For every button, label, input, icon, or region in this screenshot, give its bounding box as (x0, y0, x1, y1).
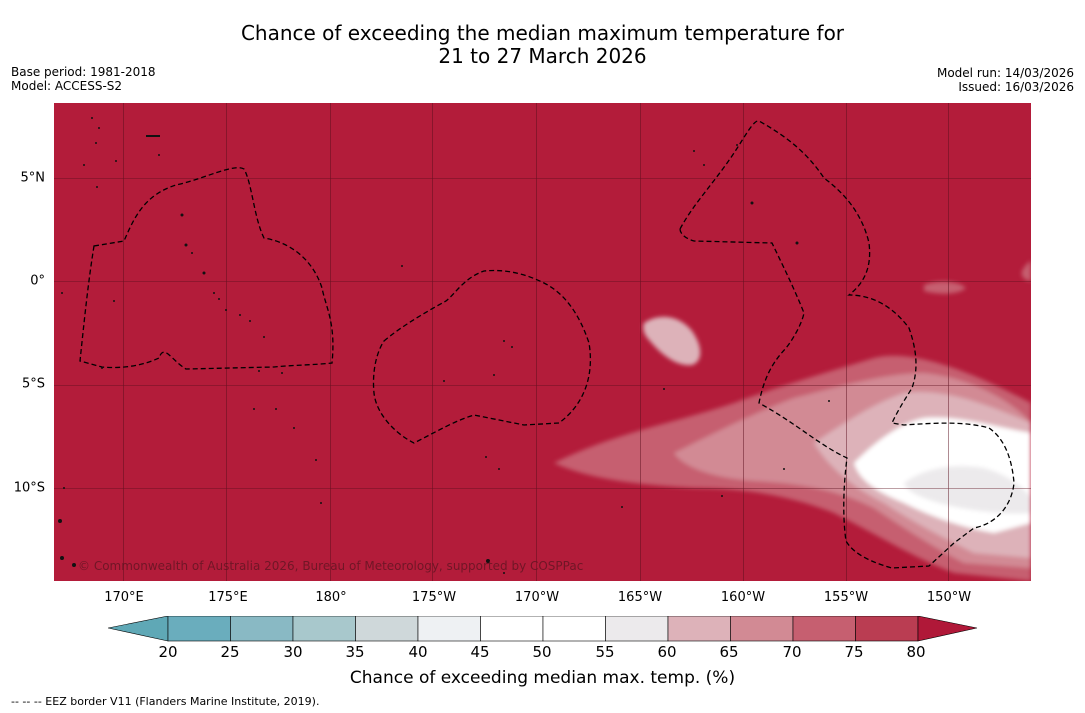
colorbar-tick: 40 (408, 643, 428, 661)
lat-label-5n: 5°N (20, 170, 46, 186)
colorbar-cell (792, 616, 856, 642)
eez-kiribati-line (679, 120, 1015, 569)
colorbar-cell (292, 616, 356, 642)
colorbar-tick: 70 (782, 643, 802, 661)
meta-right: Model run: 14/03/2026 Issued: 16/03/2026 (937, 66, 1074, 94)
colorbar-cell (730, 616, 794, 642)
shade-island-60 (643, 316, 701, 366)
meta-left: Base period: 1981-2018 Model: ACCESS-S2 (11, 65, 156, 93)
colorbar-tick: 25 (220, 643, 240, 661)
colorbar-cell (855, 616, 919, 642)
title-line-1: Chance of exceeding the median maximum t… (240, 21, 845, 45)
lon-label-155w: 155°W (823, 590, 869, 605)
colorbar-tick: 35 (345, 643, 365, 661)
shade-island-70 (924, 281, 966, 294)
colorbar-tick: 80 (906, 643, 926, 661)
eez-kiribati-gilbert (79, 167, 334, 370)
colorbar-tick: 30 (283, 643, 303, 661)
lon-label-175w: 175°W (411, 590, 457, 605)
lon-label-170e: 170°E (104, 590, 144, 605)
lon-label-180: 180° (315, 590, 347, 605)
colorbar-tick: 60 (657, 643, 677, 661)
lat-label-0: 0° (30, 273, 45, 289)
eez-borders (79, 120, 1015, 569)
colorbar-extend-low (108, 616, 169, 642)
colorbar-cell (167, 616, 231, 642)
islands (58, 117, 830, 574)
probability-shading (554, 261, 1031, 581)
map-area: © Commonwealth of Australia 2026, Bureau… (54, 103, 1031, 581)
colorbar-tick: 45 (470, 643, 490, 661)
colorbar-tick: 55 (595, 643, 615, 661)
lon-label-160w: 160°W (720, 590, 766, 605)
colorbar-cell (355, 616, 419, 642)
colorbar-cell (480, 616, 544, 642)
map-title: Chance of exceeding the median maximum t… (0, 22, 1085, 68)
colorbar-cell (667, 616, 731, 642)
colorbar-tick: 20 (158, 643, 178, 661)
graticule (54, 103, 1031, 581)
issued-date: Issued: 16/03/2026 (958, 80, 1074, 94)
colorbar-extend-high (917, 616, 978, 642)
model-run: Model run: 14/03/2026 (936, 66, 1074, 80)
lon-label-165w: 165°W (617, 590, 663, 605)
colorbar-cell (417, 616, 481, 642)
lon-label-175e: 175°E (208, 590, 248, 605)
title-line-2: 21 to 27 March 2026 (438, 44, 647, 68)
base-period: Base period: 1981-2018 (11, 65, 156, 79)
colorbar-tick: 65 (719, 643, 739, 661)
colorbar-tick: 50 (532, 643, 552, 661)
eez-footnote: -- -- -- EEZ border V11 (Flanders Marine… (11, 695, 320, 708)
lat-label-5s: 5°S (21, 376, 45, 392)
eez-kiribati-phoenix (372, 269, 592, 444)
shade-edge-70 (1021, 261, 1031, 281)
colorbar-cell (230, 616, 294, 642)
lat-label-10s: 10°S (13, 480, 45, 496)
lon-label-150w: 150°W (926, 590, 972, 605)
colorbar-cell (605, 616, 669, 642)
model-name: Model: ACCESS-S2 (11, 79, 123, 93)
colorbar-label: Chance of exceeding median max. temp. (%… (349, 668, 736, 688)
colorbar (108, 616, 978, 642)
copyright-text: © Commonwealth of Australia 2026, Bureau… (78, 559, 583, 573)
lon-label-170w: 170°W (514, 590, 560, 605)
colorbar-tick: 75 (844, 643, 864, 661)
shade-band-55 (904, 466, 1031, 514)
colorbar-cell (542, 616, 606, 642)
colorbar-cells (167, 616, 919, 642)
